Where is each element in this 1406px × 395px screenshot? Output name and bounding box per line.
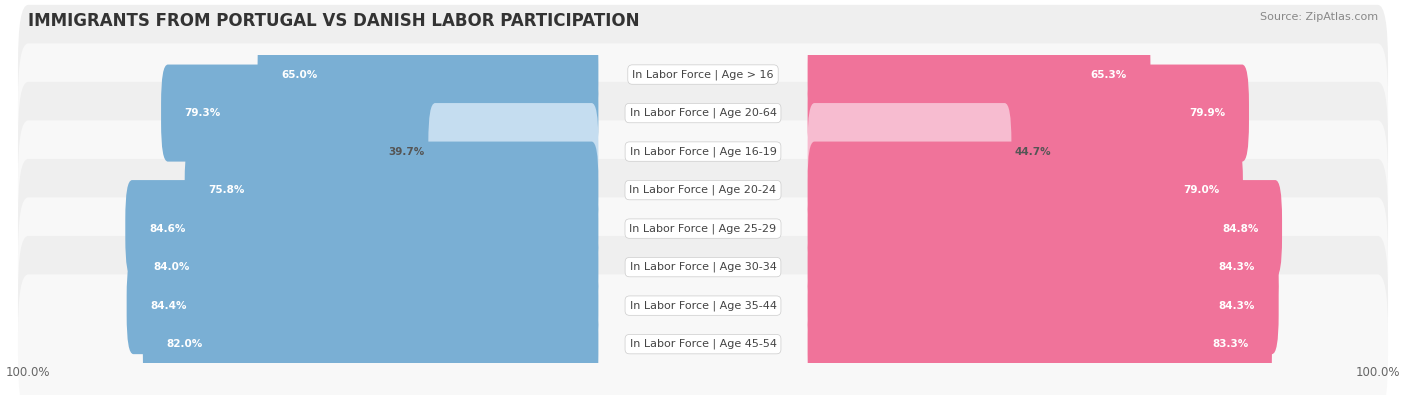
FancyBboxPatch shape (257, 26, 599, 123)
FancyBboxPatch shape (807, 295, 1272, 393)
FancyBboxPatch shape (162, 64, 599, 162)
Text: 84.0%: 84.0% (153, 262, 190, 272)
Text: 84.3%: 84.3% (1219, 262, 1256, 272)
Text: In Labor Force | Age 16-19: In Labor Force | Age 16-19 (630, 146, 776, 157)
FancyBboxPatch shape (807, 103, 1011, 200)
Text: 79.9%: 79.9% (1189, 108, 1226, 118)
Text: Source: ZipAtlas.com: Source: ZipAtlas.com (1260, 12, 1378, 22)
FancyBboxPatch shape (18, 43, 1388, 183)
Text: In Labor Force | Age 20-24: In Labor Force | Age 20-24 (630, 185, 776, 196)
Text: In Labor Force | Age 45-54: In Labor Force | Age 45-54 (630, 339, 776, 350)
Text: 84.8%: 84.8% (1222, 224, 1258, 233)
Text: 75.8%: 75.8% (208, 185, 245, 195)
Text: 82.0%: 82.0% (166, 339, 202, 349)
FancyBboxPatch shape (125, 180, 599, 277)
Text: 79.3%: 79.3% (184, 108, 221, 118)
Text: In Labor Force | Age 20-64: In Labor Force | Age 20-64 (630, 108, 776, 118)
Text: In Labor Force | Age > 16: In Labor Force | Age > 16 (633, 69, 773, 80)
FancyBboxPatch shape (429, 103, 599, 200)
FancyBboxPatch shape (18, 120, 1388, 260)
FancyBboxPatch shape (18, 5, 1388, 144)
FancyBboxPatch shape (18, 82, 1388, 221)
FancyBboxPatch shape (807, 218, 1278, 316)
Text: 84.6%: 84.6% (149, 224, 186, 233)
Text: In Labor Force | Age 30-34: In Labor Force | Age 30-34 (630, 262, 776, 273)
Text: 84.4%: 84.4% (150, 301, 187, 310)
FancyBboxPatch shape (807, 64, 1249, 162)
FancyBboxPatch shape (807, 180, 1282, 277)
FancyBboxPatch shape (18, 198, 1388, 337)
Text: 84.3%: 84.3% (1219, 301, 1256, 310)
FancyBboxPatch shape (18, 159, 1388, 298)
FancyBboxPatch shape (143, 295, 599, 393)
FancyBboxPatch shape (807, 26, 1150, 123)
Text: 65.0%: 65.0% (281, 70, 318, 79)
Text: 65.3%: 65.3% (1091, 70, 1126, 79)
FancyBboxPatch shape (807, 257, 1278, 354)
FancyBboxPatch shape (184, 141, 599, 239)
FancyBboxPatch shape (807, 141, 1243, 239)
FancyBboxPatch shape (18, 236, 1388, 375)
Text: 83.3%: 83.3% (1212, 339, 1249, 349)
FancyBboxPatch shape (129, 218, 599, 316)
FancyBboxPatch shape (18, 275, 1388, 395)
Text: IMMIGRANTS FROM PORTUGAL VS DANISH LABOR PARTICIPATION: IMMIGRANTS FROM PORTUGAL VS DANISH LABOR… (28, 12, 640, 30)
Text: 79.0%: 79.0% (1182, 185, 1219, 195)
Text: In Labor Force | Age 35-44: In Labor Force | Age 35-44 (630, 300, 776, 311)
Text: 39.7%: 39.7% (388, 147, 425, 156)
FancyBboxPatch shape (127, 257, 599, 354)
Text: In Labor Force | Age 25-29: In Labor Force | Age 25-29 (630, 223, 776, 234)
Text: 44.7%: 44.7% (1015, 147, 1052, 156)
